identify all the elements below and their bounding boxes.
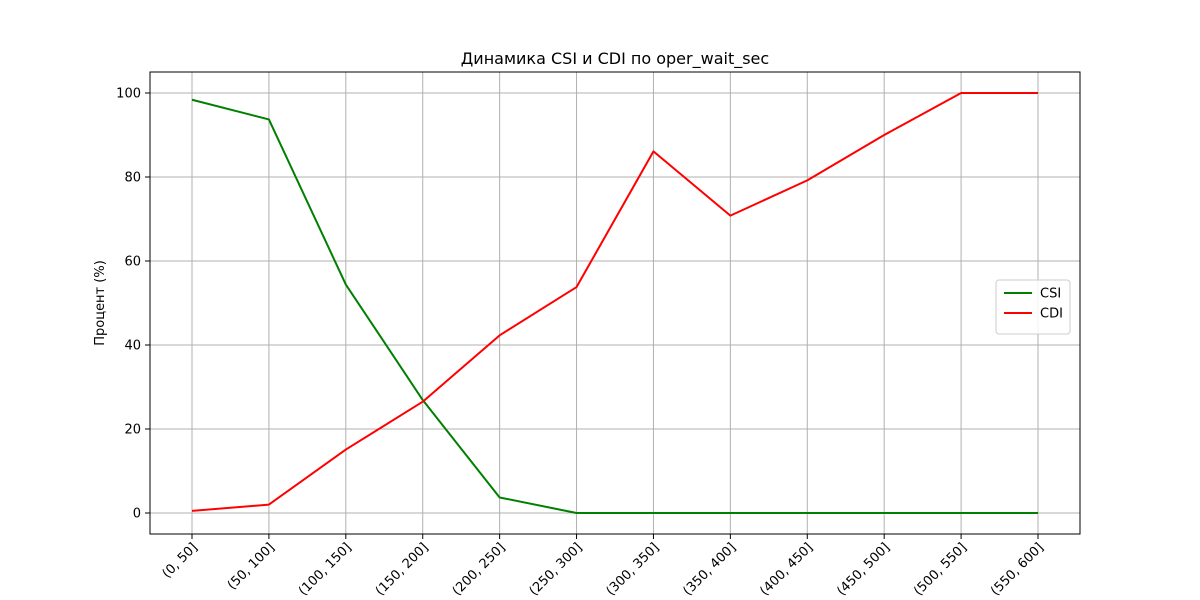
y-tick-label: 40 xyxy=(124,339,141,354)
legend: CSI CDI xyxy=(995,279,1071,335)
x-tick-label: (450, 500] xyxy=(834,540,893,599)
legend-label-csi: CSI xyxy=(1040,287,1061,302)
series-line-cdi xyxy=(191,92,1038,512)
ticks: (0, 50] (50, 100] (100, 150] (150, 200] (200… xyxy=(116,87,1047,599)
x-tick-label: (50, 100] xyxy=(225,540,278,593)
x-tick-label: (0, 50] xyxy=(160,540,201,581)
y-axis-label: Процент (%) xyxy=(93,260,108,346)
x-tick-label: (500, 550] xyxy=(911,540,970,599)
x-tick-label: (150, 200] xyxy=(373,540,432,599)
x-tick-label: (250, 300] xyxy=(527,540,586,599)
y-tick-label: 20 xyxy=(124,423,141,438)
x-tick-label: (300, 350] xyxy=(604,540,663,599)
chart-title: Динамика CSI и CDI по oper_wait_sec xyxy=(461,49,769,69)
y-tick-label: 0 xyxy=(133,507,141,522)
x-tick-label: (350, 400] xyxy=(680,540,739,599)
grid xyxy=(150,72,1080,534)
series-line-csi xyxy=(191,98,1038,514)
x-tick-label: (550, 600] xyxy=(988,540,1047,599)
legend-label-cdi: CDI xyxy=(1040,307,1063,322)
y-tick-label: 80 xyxy=(124,171,141,186)
y-tick-label: 60 xyxy=(124,255,141,270)
x-tick-label: (400, 450] xyxy=(757,540,816,599)
series-layer xyxy=(191,92,1038,514)
x-tick-label: (100, 150] xyxy=(296,540,355,599)
x-tick-label: (200, 250] xyxy=(450,540,509,599)
y-tick-label: 100 xyxy=(116,87,141,102)
plot-frame xyxy=(149,71,1081,535)
